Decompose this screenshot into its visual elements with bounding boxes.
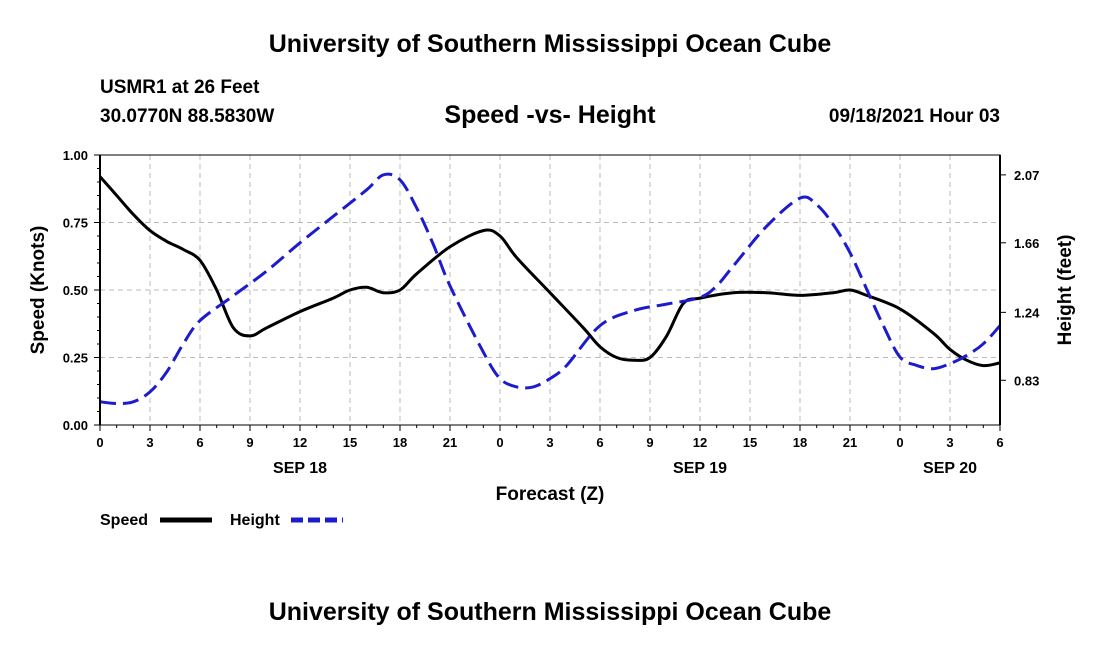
x-tick-label: 0	[96, 435, 103, 450]
x-tick-label: 9	[246, 435, 253, 450]
y-tick-label: 0.00	[63, 418, 88, 433]
chart-title: Speed -vs- Height	[444, 101, 656, 129]
x-tick-label: 18	[393, 435, 407, 450]
y-tick-label: 1.00	[63, 148, 88, 163]
legend: Speed Height	[100, 512, 343, 529]
x-tick-label: 3	[946, 435, 953, 450]
date-label: SEP 20	[923, 460, 977, 477]
series-layer	[98, 172, 1002, 406]
y-tick-label: 0.25	[63, 351, 88, 366]
x-axis-label: Forecast (Z)	[496, 484, 605, 505]
x-tick-label: 21	[443, 435, 457, 450]
x-tick-label: 15	[743, 435, 757, 450]
x-tick-label: 12	[293, 435, 307, 450]
x-tick-label: 0	[496, 435, 503, 450]
x-tick-label: 9	[646, 435, 653, 450]
y-tick-label: 0.50	[63, 283, 88, 298]
station-label: USMR1 at 26 Feet	[100, 77, 260, 98]
x-tick-label: 0	[896, 435, 903, 450]
y-right-tick-label: 1.66	[1014, 236, 1039, 251]
tick-labels: 0 3 6 9 12 15 18 21 0 3 6 9 12 15 18 21 0 3 6 SEP 18 SEP 19 S…	[63, 148, 1040, 477]
y-axis-label-right: Height (feet)	[1055, 235, 1076, 346]
valid-time: 09/18/2021 Hour 03	[828, 106, 1000, 127]
series-line-height	[99, 172, 1002, 406]
station-coords: 30.0770N 88.5830W	[100, 106, 275, 127]
footer-title: University of Southern Mississippi Ocean…	[268, 598, 832, 626]
y-right-tick-label: 2.07	[1014, 168, 1039, 183]
y-tick-label: 0.75	[63, 216, 88, 231]
y-right-tick-label: 0.83	[1014, 373, 1039, 388]
x-tick-label: 3	[546, 435, 553, 450]
y-axis-label: Speed (Knots)	[28, 226, 49, 355]
x-tick-label: 15	[343, 435, 357, 450]
y-right-tick-label: 1.24	[1014, 305, 1040, 320]
legend-label-speed: Speed	[100, 512, 148, 529]
x-tick-label: 12	[693, 435, 707, 450]
date-label: SEP 19	[673, 460, 727, 477]
x-tick-label: 18	[793, 435, 807, 450]
x-tick-label: 6	[596, 435, 603, 450]
series-line-speed	[98, 175, 1001, 368]
date-label: SEP 18	[273, 460, 327, 477]
grid	[100, 155, 1000, 425]
x-tick-label: 6	[196, 435, 203, 450]
page-title: University of Southern Mississippi Ocean…	[268, 30, 832, 58]
x-tick-label: 6	[996, 435, 1003, 450]
legend-label-height: Height	[230, 512, 280, 529]
x-tick-label: 21	[843, 435, 857, 450]
axes	[94, 154, 1006, 431]
x-tick-label: 3	[146, 435, 153, 450]
